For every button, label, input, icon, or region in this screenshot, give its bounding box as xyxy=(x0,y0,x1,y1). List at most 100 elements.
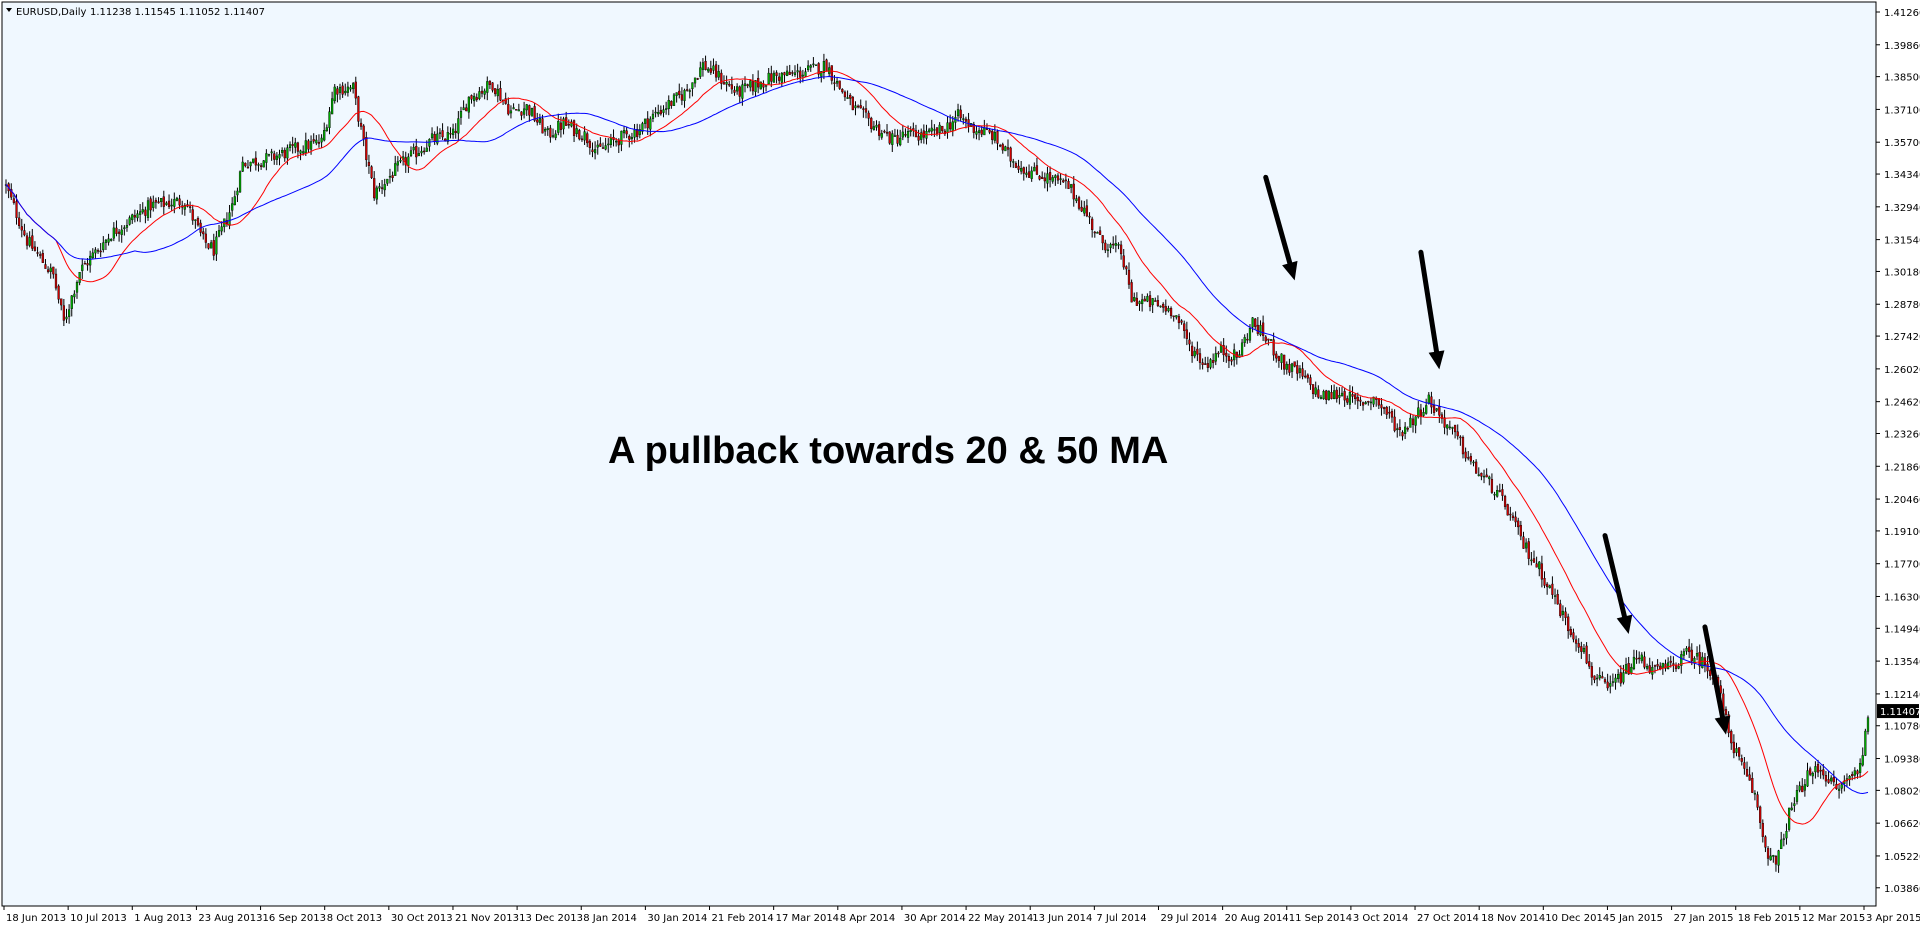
candle-body xyxy=(1122,255,1125,268)
candle-body xyxy=(1041,176,1044,179)
candle-body xyxy=(1346,398,1349,403)
candle-body xyxy=(959,109,962,119)
candle-body xyxy=(780,72,783,83)
candle-body xyxy=(988,129,991,133)
symbol-dropdown-icon[interactable] xyxy=(6,8,12,12)
candle-body xyxy=(96,250,100,252)
candle-body xyxy=(1827,779,1830,783)
candle-body xyxy=(1235,351,1238,358)
candle-body xyxy=(1830,777,1833,782)
candle-body xyxy=(1777,850,1780,866)
candle-body xyxy=(336,88,339,95)
candle-body xyxy=(856,105,860,108)
candle-body xyxy=(1638,657,1641,660)
candle-body xyxy=(183,204,186,210)
candle-body xyxy=(838,80,841,89)
candle-body xyxy=(835,80,839,84)
candle-body xyxy=(678,90,681,96)
candle-body xyxy=(1759,806,1762,823)
candle-body xyxy=(1609,683,1612,687)
candle-body xyxy=(1446,424,1449,429)
candle-body xyxy=(291,144,294,146)
candle-body xyxy=(972,124,975,133)
candle-body xyxy=(575,128,578,135)
candle-body xyxy=(254,157,257,166)
candle-body xyxy=(804,71,807,77)
candle-body xyxy=(670,101,673,106)
candle-body xyxy=(1390,411,1394,418)
candle-body xyxy=(1527,541,1530,559)
candle-body xyxy=(262,160,265,168)
time-tick-label: 10 Dec 2014 xyxy=(1545,913,1609,924)
candle-body xyxy=(588,140,591,148)
candle-body xyxy=(1296,365,1299,374)
candle-body xyxy=(428,138,431,147)
candle-body xyxy=(357,96,360,122)
candle-body xyxy=(562,118,565,130)
candle-body xyxy=(296,142,300,152)
candle-body xyxy=(278,154,281,159)
candle-body xyxy=(1422,412,1425,416)
candle-body xyxy=(378,186,381,189)
candle-body xyxy=(330,98,334,115)
candle-body xyxy=(317,141,321,144)
candle-body xyxy=(1075,198,1078,202)
candle-body xyxy=(1698,652,1701,667)
candle-body xyxy=(36,252,39,254)
candle-body xyxy=(15,201,18,218)
candle-body xyxy=(1409,417,1412,428)
candle-body xyxy=(1180,320,1183,323)
candle-body xyxy=(1198,353,1202,363)
candle-body xyxy=(391,175,394,179)
candle-body xyxy=(1653,665,1657,667)
candle-body xyxy=(1256,324,1259,334)
candle-body xyxy=(191,209,194,221)
candle-body xyxy=(1677,666,1680,669)
candle-body xyxy=(1706,663,1709,672)
candle-body xyxy=(1288,364,1291,373)
candle-body xyxy=(1858,763,1862,773)
candle-body xyxy=(1730,730,1733,744)
candle-body xyxy=(604,145,607,150)
candle-body xyxy=(52,266,55,275)
candle-body xyxy=(1067,180,1070,190)
candle-body xyxy=(533,106,536,121)
candle-body xyxy=(1190,345,1194,357)
candle-body xyxy=(1141,299,1144,305)
candle-body xyxy=(396,161,399,166)
candle-body xyxy=(1780,839,1783,850)
candle-body xyxy=(662,109,665,113)
candle-body xyxy=(1290,363,1294,372)
candle-body xyxy=(1035,165,1039,175)
candle-body xyxy=(935,127,939,135)
candle-body xyxy=(346,86,350,93)
candle-body xyxy=(1072,183,1075,200)
candle-body xyxy=(801,74,804,77)
candle-body xyxy=(233,196,236,206)
candle-body xyxy=(354,81,357,99)
candle-body xyxy=(380,187,384,189)
price-tick-label: 1.30180 xyxy=(1884,267,1920,278)
candle-body xyxy=(707,68,710,72)
candle-body xyxy=(399,160,402,162)
candle-body xyxy=(1764,836,1767,848)
candle-body xyxy=(1406,428,1409,430)
candle-body xyxy=(980,129,983,135)
candle-body xyxy=(770,73,773,82)
candle-body xyxy=(722,82,726,85)
candle-body xyxy=(365,136,368,161)
candle-body xyxy=(1551,583,1554,595)
candle-body xyxy=(1135,297,1138,306)
candle-body xyxy=(975,131,978,135)
candlesticks xyxy=(4,53,1870,873)
candle-body xyxy=(1014,163,1018,168)
candle-body xyxy=(1359,399,1362,402)
time-tick-label: 30 Apr 2014 xyxy=(904,913,966,924)
candle-body xyxy=(1790,807,1793,810)
candle-body xyxy=(333,86,336,102)
plot-area[interactable] xyxy=(1,1,1877,907)
annotation-arrows xyxy=(1263,174,1731,735)
time-tick-label: 7 Jul 2014 xyxy=(1096,913,1146,924)
